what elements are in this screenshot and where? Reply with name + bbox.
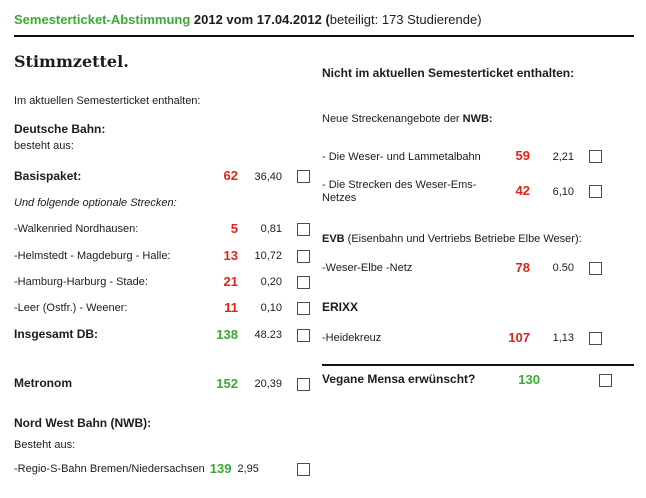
route-label: -Heidekreuz (322, 332, 382, 345)
vote-row-heidekreuz: -Heidekreuz 107 1,13 (322, 329, 634, 346)
price: 0,81 (260, 223, 282, 236)
vote-checkbox[interactable] (589, 185, 602, 199)
vote-count: 107 (508, 329, 530, 345)
route-label: -Helmstedt - Magdeburg - Halle: (14, 250, 171, 263)
vote-count: 130 (518, 371, 540, 387)
evb-title-rest: (Eisenbahn und Vertriebs Betriebe Elbe W… (344, 232, 582, 245)
optional-intro: Und folgende optionale Strecken: (14, 197, 177, 210)
price: 2,95 (237, 463, 259, 476)
vote-row-insgesamt-db: Insgesamt DB: 138 48.23 (14, 326, 310, 343)
vote-checkbox[interactable] (589, 262, 602, 276)
vote-count: 42 (515, 183, 530, 199)
price: 20,39 (254, 377, 282, 390)
page-title: Semesterticket-Abstimmung 2012 vom 17.04… (14, 12, 634, 28)
price: 36,40 (254, 170, 282, 183)
vote-checkbox[interactable] (297, 328, 310, 342)
header-divider (14, 34, 634, 37)
page-title-participants: beteiligt: 173 Studierende) (329, 12, 482, 27)
nwb-offers-intro: Neue Streckenangebote der NWB: (322, 113, 634, 126)
db-subtitle: besteht aus: (14, 139, 74, 152)
price: 6,10 (552, 185, 574, 198)
vote-checkbox[interactable] (297, 275, 310, 289)
route-label: -Weser-Elbe -Netz (322, 262, 413, 275)
vote-count: 78 (515, 260, 530, 276)
vote-checkbox[interactable] (297, 249, 310, 263)
vote-count: 5 (230, 220, 238, 236)
route-label: -Walkenried Nordhausen: (14, 223, 139, 236)
nwb-offers-intro-regular: Neue Streckenangebote der (322, 112, 463, 125)
nwb-offers-intro-bold: NWB: (462, 112, 493, 125)
vote-count: 152 (216, 375, 238, 391)
route-label: Basispaket: (14, 168, 82, 183)
price: 48.23 (254, 328, 282, 341)
nwb-title: Nord West Bahn (NWB): (14, 415, 152, 430)
right-column: Nicht im aktuellen Semesterticket enthal… (322, 37, 634, 477)
vegan-section-divider (322, 363, 634, 366)
evb-title: EVB (Eisenbahn und Vertriebs Betriebe El… (322, 233, 634, 246)
nwb-subtitle: Besteht aus: (14, 439, 76, 452)
ballot-page: Semesterticket-Abstimmung 2012 vom 17.04… (14, 12, 634, 477)
vote-row-metronom: Metronom 152 20,39 (14, 375, 310, 392)
vote-count: 138 (216, 326, 238, 342)
not-included-heading: Nicht im aktuellen Semesterticket enthal… (322, 65, 575, 80)
included-intro: Im aktuellen Semesterticket enthalten: (14, 95, 201, 108)
vote-row-leer: -Leer (Ostfr.) - Weener: 11 0,10 (14, 299, 310, 316)
vote-row-weser-elbe: -Weser-Elbe -Netz 78 0.50 (322, 260, 634, 276)
left-column: Stimmzettel. Im aktuellen Semesterticket… (14, 37, 310, 477)
vote-count: 59 (515, 148, 530, 164)
vote-row-basispaket: Basispaket: 62 36,40 (14, 168, 310, 184)
vote-row-helmstedt: -Helmstedt - Magdeburg - Halle: 13 10,72 (14, 247, 310, 264)
vote-checkbox[interactable] (297, 377, 310, 391)
price: 0,20 (260, 276, 282, 288)
price: 1,13 (552, 332, 574, 345)
route-label: Metronom (14, 376, 72, 391)
price: 0,10 (260, 301, 282, 314)
vote-checkbox[interactable] (297, 463, 310, 477)
vote-row-regio-s-bahn: -Regio-S-Bahn Bremen/Niedersachsen 139 2… (14, 461, 310, 477)
vote-checkbox[interactable] (297, 170, 310, 184)
route-label: -Regio-S-Bahn Bremen/Niedersachsen (14, 463, 205, 476)
price: 10,72 (254, 250, 282, 263)
vote-row-lammetalbahn: - Die Weser- und Lammetalbahn 59 2,21 (322, 148, 634, 164)
page-title-green: Semesterticket-Abstimmung (14, 12, 191, 27)
vote-row-weser-ems: - Die Strecken des Weser-Ems-Netzes 42 6… (322, 179, 634, 204)
route-label: -Hamburg-Harburg - Stade: (14, 276, 148, 288)
ballot-heading: Stimmzettel. (14, 51, 129, 71)
vote-checkbox[interactable] (589, 331, 602, 345)
vote-checkbox[interactable] (297, 301, 310, 315)
vote-count: 13 (223, 247, 238, 263)
vote-checkbox[interactable] (297, 222, 310, 236)
evb-title-bold: EVB (322, 232, 345, 245)
db-title: Deutsche Bahn: (14, 121, 106, 136)
vote-row-walkenried: -Walkenried Nordhausen: 5 0,81 (14, 220, 310, 237)
route-label: Insgesamt DB: (14, 327, 99, 342)
vote-count: 11 (224, 299, 238, 315)
price: 0.50 (552, 262, 574, 275)
vote-count: 21 (223, 273, 238, 289)
erixx-title: ERIXX (322, 300, 359, 315)
price: 2,21 (552, 150, 574, 163)
route-label: - Die Strecken des Weser-Ems-Netzes (322, 179, 477, 204)
question-label: Vegane Mensa erwünscht? (322, 372, 476, 387)
vote-count: 139 (209, 461, 232, 477)
route-label: -Leer (Ostfr.) - Weener: (14, 301, 128, 314)
vote-row-vegan-mensa: Vegane Mensa erwünscht? 130 (322, 371, 634, 388)
vote-row-hamburg: -Hamburg-Harburg - Stade: 21 0,20 (14, 273, 310, 290)
route-label: - Die Weser- und Lammetalbahn (322, 150, 481, 163)
vote-checkbox[interactable] (599, 373, 612, 387)
vote-count: 62 (223, 168, 238, 184)
vote-checkbox[interactable] (589, 150, 602, 164)
page-title-date: 2012 vom 17.04.2012 ( (190, 12, 330, 27)
